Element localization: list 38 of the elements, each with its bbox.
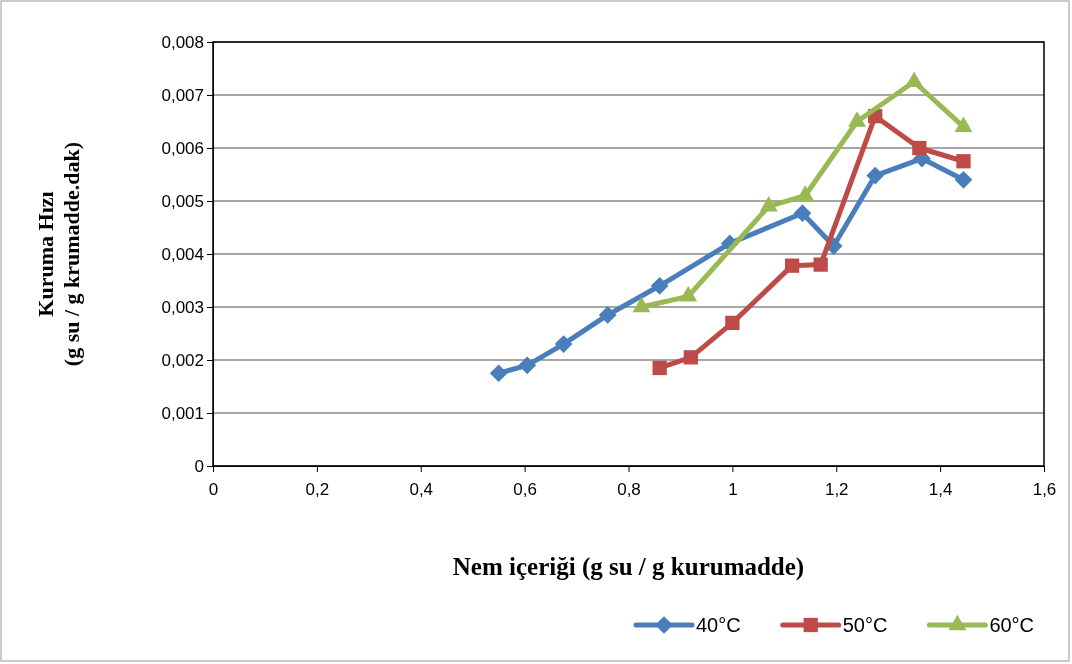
x-tick-label: 0,2 bbox=[305, 480, 330, 500]
x-tick-label: 1,6 bbox=[1032, 480, 1057, 500]
point bbox=[683, 350, 698, 365]
point bbox=[954, 170, 973, 189]
y-tick-label: 0 bbox=[194, 456, 204, 476]
point bbox=[650, 276, 669, 295]
y-axis-title: Kuruma Hızı (g su / g krumadde.dak) bbox=[33, 141, 84, 367]
legend-label: 50°C bbox=[842, 614, 888, 636]
y-tick-label: 0,002 bbox=[161, 350, 204, 370]
point bbox=[784, 258, 800, 273]
point bbox=[725, 315, 740, 331]
point bbox=[813, 257, 828, 272]
y-tick-label: 0,006 bbox=[161, 138, 204, 158]
x-axis-title: Nem içeriği (g su / g kurumadde) bbox=[452, 553, 805, 581]
point bbox=[652, 360, 667, 376]
x-tick-label: 0,4 bbox=[409, 480, 434, 500]
point bbox=[554, 335, 573, 353]
x-tick-label: 0,6 bbox=[513, 480, 537, 500]
point bbox=[912, 140, 927, 156]
x-tick-label: 1 bbox=[728, 480, 738, 500]
y-tick-label: 0,007 bbox=[161, 85, 204, 105]
x-tick-label: 1,2 bbox=[824, 480, 849, 500]
y-tick-label: 0,005 bbox=[161, 191, 204, 211]
y-tick-label: 0,003 bbox=[161, 297, 204, 317]
x-tick-label: 0,8 bbox=[617, 480, 641, 500]
point bbox=[489, 364, 508, 383]
point bbox=[866, 166, 885, 185]
y-tick-label: 0,008 bbox=[161, 32, 204, 52]
legend-label: 60°C bbox=[989, 614, 1035, 636]
point bbox=[956, 154, 971, 169]
point bbox=[793, 204, 812, 223]
legend-label: 40°C bbox=[696, 614, 741, 636]
x-tick-label: 0 bbox=[208, 480, 219, 500]
y-tick-label: 0,004 bbox=[161, 244, 204, 264]
point bbox=[518, 356, 537, 375]
y-tick-label: 0,001 bbox=[161, 403, 204, 423]
x-tick-label: 1,4 bbox=[928, 480, 953, 500]
point bbox=[598, 306, 617, 324]
